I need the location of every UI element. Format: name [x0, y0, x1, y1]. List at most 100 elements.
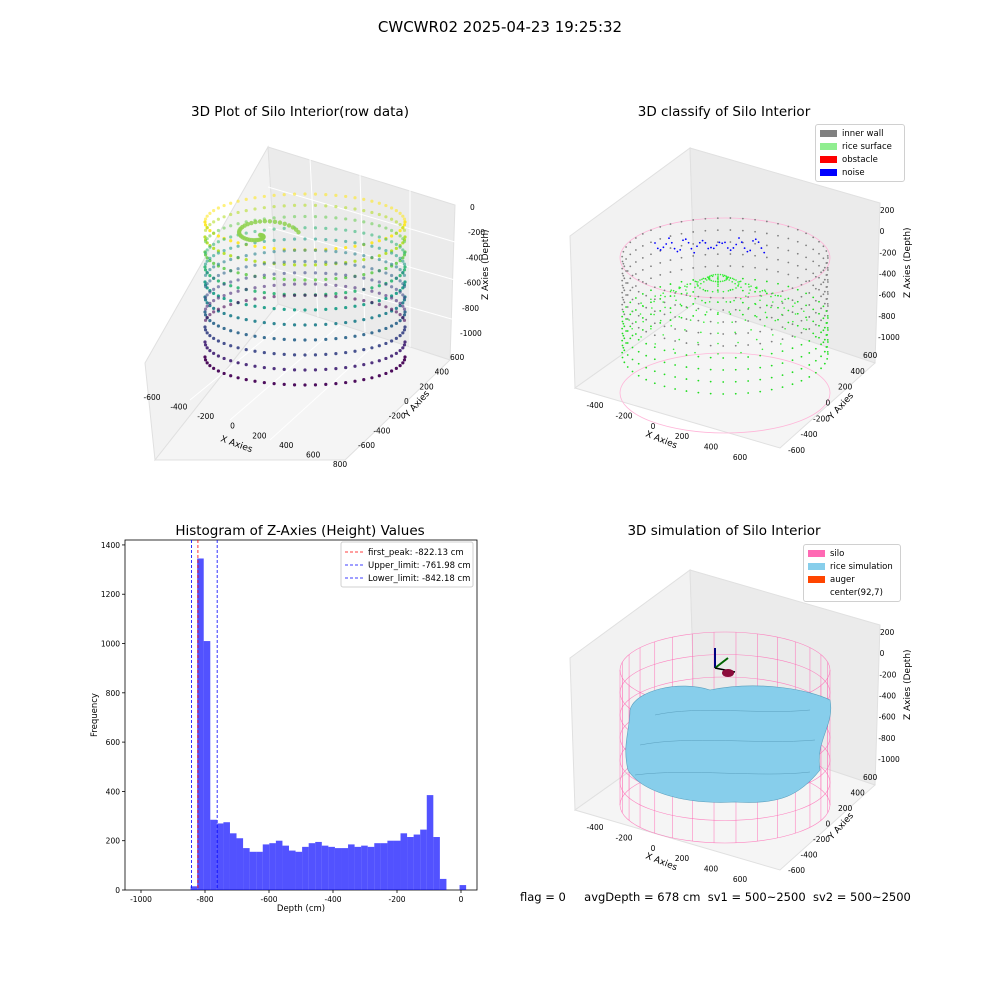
sv1-value: sv1 = 500~2500 — [707, 890, 806, 904]
histogram-bar — [197, 558, 204, 890]
y-tick: 0 — [115, 886, 120, 895]
raw-point-cloud — [203, 192, 407, 387]
histogram-bar — [295, 851, 303, 890]
histogram-bar — [302, 846, 309, 890]
legend-item: noise — [820, 166, 900, 179]
y-tick: 600 — [450, 353, 465, 362]
x-tick: 600 — [733, 875, 748, 884]
histogram-bar — [249, 851, 257, 890]
histogram-chart: -1000 -800 -600 -400 -200 0 0 200 400 600 800 1000… — [90, 539, 478, 914]
raw-plot-title: 3D Plot of Silo Interior(row data) — [191, 104, 409, 120]
y-tick: 200 — [838, 383, 853, 392]
histogram-bar — [308, 843, 316, 890]
z-tick: -800 — [878, 734, 895, 743]
z-tick-labels: 200 0 -200 -400 -600 -800 -1000 — [878, 206, 900, 342]
histogram-bar — [400, 833, 408, 890]
x-tick: 0 — [459, 895, 464, 904]
y-tick: 800 — [106, 689, 121, 698]
z-tick: -1000 — [460, 329, 482, 338]
histogram-bar — [348, 844, 355, 890]
histogram-bar — [341, 848, 349, 890]
auger — [714, 648, 736, 677]
histogram-bar — [315, 841, 322, 890]
x-tick-labels: -600 -400 -200 0 200 400 600 800 — [143, 393, 347, 469]
y-tick: -200 — [389, 412, 406, 421]
x-axis-label: Depth (cm) — [277, 904, 325, 914]
histogram-bar — [216, 823, 224, 890]
legend-item: auger — [808, 573, 896, 586]
histogram-bars — [190, 558, 467, 890]
legend-label: Upper_limit: -761.98 cm — [368, 561, 471, 571]
histogram-bar — [289, 850, 296, 890]
x-tick: -200 — [615, 411, 632, 420]
y-tick: 1400 — [101, 541, 120, 550]
z-tick: 0 — [880, 227, 885, 236]
z-tick: -600 — [464, 279, 481, 288]
histogram-bar — [361, 845, 368, 890]
histogram-bar — [374, 843, 381, 890]
histogram-bar — [321, 845, 329, 890]
histogram-bar — [387, 840, 394, 890]
y-tick: 400 — [106, 787, 121, 796]
legend-item: silo — [808, 547, 896, 560]
x-tick: -1000 — [130, 895, 152, 904]
y-tick: -400 — [801, 430, 818, 439]
z-tick: -200 — [879, 248, 896, 257]
histogram-bar — [334, 848, 342, 890]
x-axis-label: X Axies — [644, 852, 679, 874]
legend-item: center(92,7) — [808, 586, 896, 599]
legend-label: Lower_limit: -842.18 cm — [368, 574, 470, 584]
legend-swatch — [808, 550, 825, 557]
z-tick: -400 — [466, 253, 483, 262]
z-axis-label: Z Axies (Depth) — [481, 229, 491, 300]
x-tick: 200 — [675, 432, 690, 441]
y-tick: 600 — [106, 738, 121, 747]
rice-simulation-surface — [625, 685, 832, 803]
y-tick: 600 — [863, 351, 878, 360]
y-tick-labels: -600 -400 -200 0 200 400 600 — [788, 351, 878, 455]
x-tick: -400 — [586, 401, 603, 410]
y-tick: 1000 — [101, 640, 120, 649]
histogram-bar — [256, 851, 263, 890]
x-tick: 0 — [651, 844, 656, 853]
x-axis-label: X Axies — [644, 430, 679, 452]
x-tick: -400 — [170, 403, 187, 412]
legend-item: obstacle — [820, 153, 900, 166]
histogram-bar — [407, 837, 414, 890]
x-tick: -200 — [197, 412, 214, 421]
histogram-bar — [243, 848, 250, 890]
legend-label: obstacle — [842, 154, 878, 165]
z-tick: -200 — [468, 228, 485, 237]
y-tick: 200 — [838, 804, 853, 813]
y-tick: -200 — [813, 414, 830, 423]
legend-label: inner wall — [842, 128, 884, 139]
x-tick: 600 — [733, 453, 748, 462]
z-axis-label: Z Axies (Depth) — [903, 227, 913, 298]
classify-legend: inner wall rice surface obstacle noise — [815, 124, 905, 182]
x-tick: -600 — [260, 895, 277, 904]
flag-value: flag = 0 — [520, 890, 566, 904]
limit-lines — [191, 540, 218, 890]
simulation-3d-plot: -400 -200 0 200 400 600 -600 -400 -200 0 200 400 60… — [569, 569, 913, 884]
y-tick: 0 — [826, 399, 831, 408]
classify-3d-plot: -400 -200 0 200 400 600 -600 -400 -200 0 200 400 60… — [569, 147, 913, 462]
classify-plot-title: 3D classify of Silo Interior — [637, 104, 811, 120]
classified-point-cloud — [619, 217, 831, 434]
z-tick: 0 — [880, 649, 885, 658]
histogram-bar — [328, 846, 335, 890]
z-tick: -800 — [878, 312, 895, 321]
legend-item: inner wall — [820, 127, 900, 140]
z-tick: -200 — [879, 670, 896, 679]
pane-floor — [573, 302, 876, 449]
legend-swatch — [820, 169, 837, 176]
y-tick: -600 — [358, 441, 375, 450]
y-tick: -400 — [801, 851, 818, 860]
legend-swatch — [820, 130, 837, 137]
x-tick: 400 — [704, 443, 719, 452]
z-tick-labels: 0 -200 -400 -600 -800 -1000 — [460, 203, 485, 338]
y-axis-label: Frequency — [90, 693, 100, 737]
legend-item: rice simulation — [808, 560, 896, 573]
legend-label: silo — [830, 548, 845, 559]
histogram-bar — [229, 833, 237, 890]
